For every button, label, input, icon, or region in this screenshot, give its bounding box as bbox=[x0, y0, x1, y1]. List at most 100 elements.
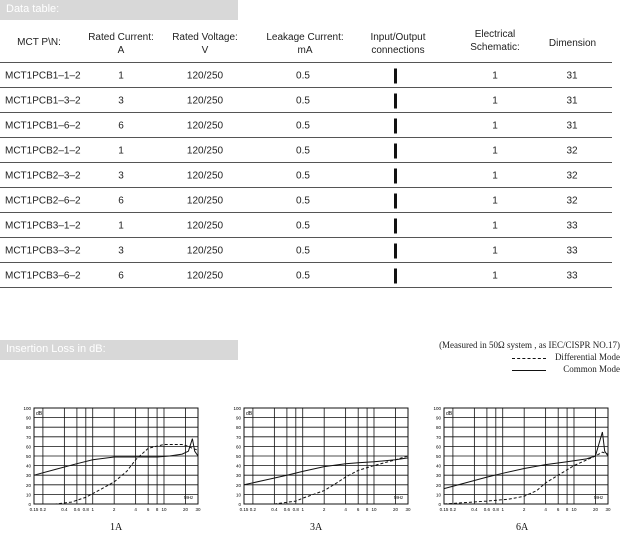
differential-mode-line bbox=[443, 451, 609, 505]
io-connection-mark bbox=[394, 118, 397, 133]
x-tick-label: 0.15 bbox=[30, 507, 39, 512]
y-tick-label: 0 bbox=[238, 502, 241, 507]
cell-rated-current: 1 bbox=[118, 70, 124, 81]
cell-electrical-schematic: 1 bbox=[492, 70, 498, 81]
cell-rated-voltage: 120/250 bbox=[186, 270, 224, 281]
x-tick-label: 1 bbox=[91, 507, 94, 512]
y-tick-label: 50 bbox=[26, 454, 32, 459]
x-tick-label: 0.2 bbox=[250, 507, 257, 512]
cell-rated-current: 1 bbox=[118, 220, 124, 231]
y-tick-label: 10 bbox=[26, 492, 32, 497]
cell-dimension: 31 bbox=[566, 120, 578, 131]
cell-rated-voltage: 120/250 bbox=[186, 70, 224, 81]
io-connection-mark bbox=[394, 193, 397, 208]
cell-rated-current: 6 bbox=[118, 270, 124, 281]
cell-electrical-schematic: 1 bbox=[492, 120, 498, 131]
cell-dimension: 32 bbox=[566, 170, 578, 181]
y-tick-label: 100 bbox=[433, 406, 441, 411]
cell-leakage-current: 0.5 bbox=[296, 70, 310, 81]
cell-leakage-current: 0.5 bbox=[296, 145, 310, 156]
cell-part-number: MCT1PCB1–3–2 bbox=[5, 95, 81, 106]
x-tick-label: 30 bbox=[405, 507, 411, 512]
table-row: MCT1PCB2–3–2 3 120/250 0.5 1 32 bbox=[0, 163, 612, 188]
row-divider bbox=[0, 162, 612, 163]
cell-rated-current: 1 bbox=[118, 145, 124, 156]
cell-electrical-schematic: 1 bbox=[492, 220, 498, 231]
cell-rated-current: 6 bbox=[118, 195, 124, 206]
x-tick-label: 0.8 bbox=[83, 507, 90, 512]
cell-part-number: MCT1PCB1–1–2 bbox=[5, 70, 81, 81]
cell-dimension: 31 bbox=[566, 70, 578, 81]
io-connection-mark bbox=[394, 168, 397, 183]
x-tick-label: 20 bbox=[593, 507, 599, 512]
cell-part-number: MCT1PCB3–1–2 bbox=[5, 220, 81, 231]
cell-electrical-schematic: 1 bbox=[492, 245, 498, 256]
x-tick-label: 0.15 bbox=[440, 507, 449, 512]
io-connection-mark bbox=[394, 218, 397, 233]
row-divider bbox=[0, 87, 612, 88]
cell-leakage-current: 0.5 bbox=[296, 220, 310, 231]
measurement-note: (Measured in 50Ω system , as IEC/CISPR N… bbox=[439, 340, 620, 350]
x-tick-label: 30 bbox=[195, 507, 201, 512]
cell-rated-current: 3 bbox=[118, 245, 124, 256]
y-tick-label: 20 bbox=[436, 483, 442, 488]
cell-rated-voltage: 120/250 bbox=[186, 170, 224, 181]
x-tick-label: 0.6 bbox=[484, 507, 491, 512]
cell-rated-current: 3 bbox=[118, 170, 124, 181]
cell-electrical-schematic: 1 bbox=[492, 145, 498, 156]
cell-rated-voltage: 120/250 bbox=[186, 245, 224, 256]
x-tick-label: 1 bbox=[501, 507, 504, 512]
legend-dashed-line bbox=[512, 358, 546, 359]
x-tick-label: 4 bbox=[344, 507, 347, 512]
y-tick-label: 0 bbox=[28, 502, 31, 507]
x-tick-label: 8 bbox=[156, 507, 159, 512]
legend-solid-line bbox=[512, 370, 546, 371]
table-row: MCT1PCB1–6–2 6 120/250 0.5 1 31 bbox=[0, 113, 612, 138]
cell-dimension: 32 bbox=[566, 195, 578, 206]
x-tick-label: 10 bbox=[571, 507, 577, 512]
y-tick-label: 30 bbox=[26, 473, 32, 478]
y-tick-label: 60 bbox=[236, 444, 242, 449]
header-rated-current: Rated Current: A bbox=[88, 32, 154, 56]
y-tick-label: 60 bbox=[436, 444, 442, 449]
x-tick-label: 0.6 bbox=[74, 507, 81, 512]
y-tick-label: 40 bbox=[236, 464, 242, 469]
header-rated-voltage: Rated Voltage: V bbox=[172, 32, 238, 56]
io-connection-mark bbox=[394, 93, 397, 108]
y-axis-label: dB bbox=[36, 411, 43, 417]
common-mode-line bbox=[243, 457, 409, 486]
y-tick-label: 70 bbox=[236, 435, 242, 440]
table-row: MCT1PCB2–6–2 6 120/250 0.5 1 32 bbox=[0, 188, 612, 213]
header-io-connections: Input/Output connections bbox=[370, 32, 426, 56]
x-tick-label: 6 bbox=[557, 507, 560, 512]
cell-rated-voltage: 120/250 bbox=[186, 220, 224, 231]
cell-part-number: MCT1PCB2–6–2 bbox=[5, 195, 81, 206]
x-tick-label: 4 bbox=[134, 507, 137, 512]
x-tick-label: 20 bbox=[183, 507, 189, 512]
y-axis-label: dB bbox=[246, 411, 253, 417]
y-tick-label: 10 bbox=[436, 492, 442, 497]
y-tick-label: 20 bbox=[26, 483, 32, 488]
x-tick-label: 0.8 bbox=[293, 507, 300, 512]
cell-leakage-current: 0.5 bbox=[296, 170, 310, 181]
x-tick-label: 0.15 bbox=[240, 507, 249, 512]
chart-caption-3a: 3A bbox=[310, 522, 323, 533]
y-tick-label: 50 bbox=[236, 454, 242, 459]
y-tick-label: 10 bbox=[236, 492, 242, 497]
row-divider bbox=[0, 237, 612, 238]
cell-electrical-schematic: 1 bbox=[492, 170, 498, 181]
cell-rated-current: 3 bbox=[118, 95, 124, 106]
cell-leakage-current: 0.5 bbox=[296, 95, 310, 106]
y-tick-label: 30 bbox=[236, 473, 242, 478]
row-divider bbox=[0, 212, 612, 213]
x-tick-label: 0.2 bbox=[40, 507, 47, 512]
y-tick-label: 90 bbox=[436, 416, 442, 421]
table-row: MCT1PCB3–3–2 3 120/250 0.5 1 33 bbox=[0, 238, 612, 263]
io-connection-mark bbox=[394, 68, 397, 83]
cell-rated-voltage: 120/250 bbox=[186, 195, 224, 206]
insertion-loss-section-bar: Insertion Loss in dB: bbox=[0, 340, 238, 360]
cell-leakage-current: 0.5 bbox=[296, 120, 310, 131]
cell-dimension: 33 bbox=[566, 270, 578, 281]
